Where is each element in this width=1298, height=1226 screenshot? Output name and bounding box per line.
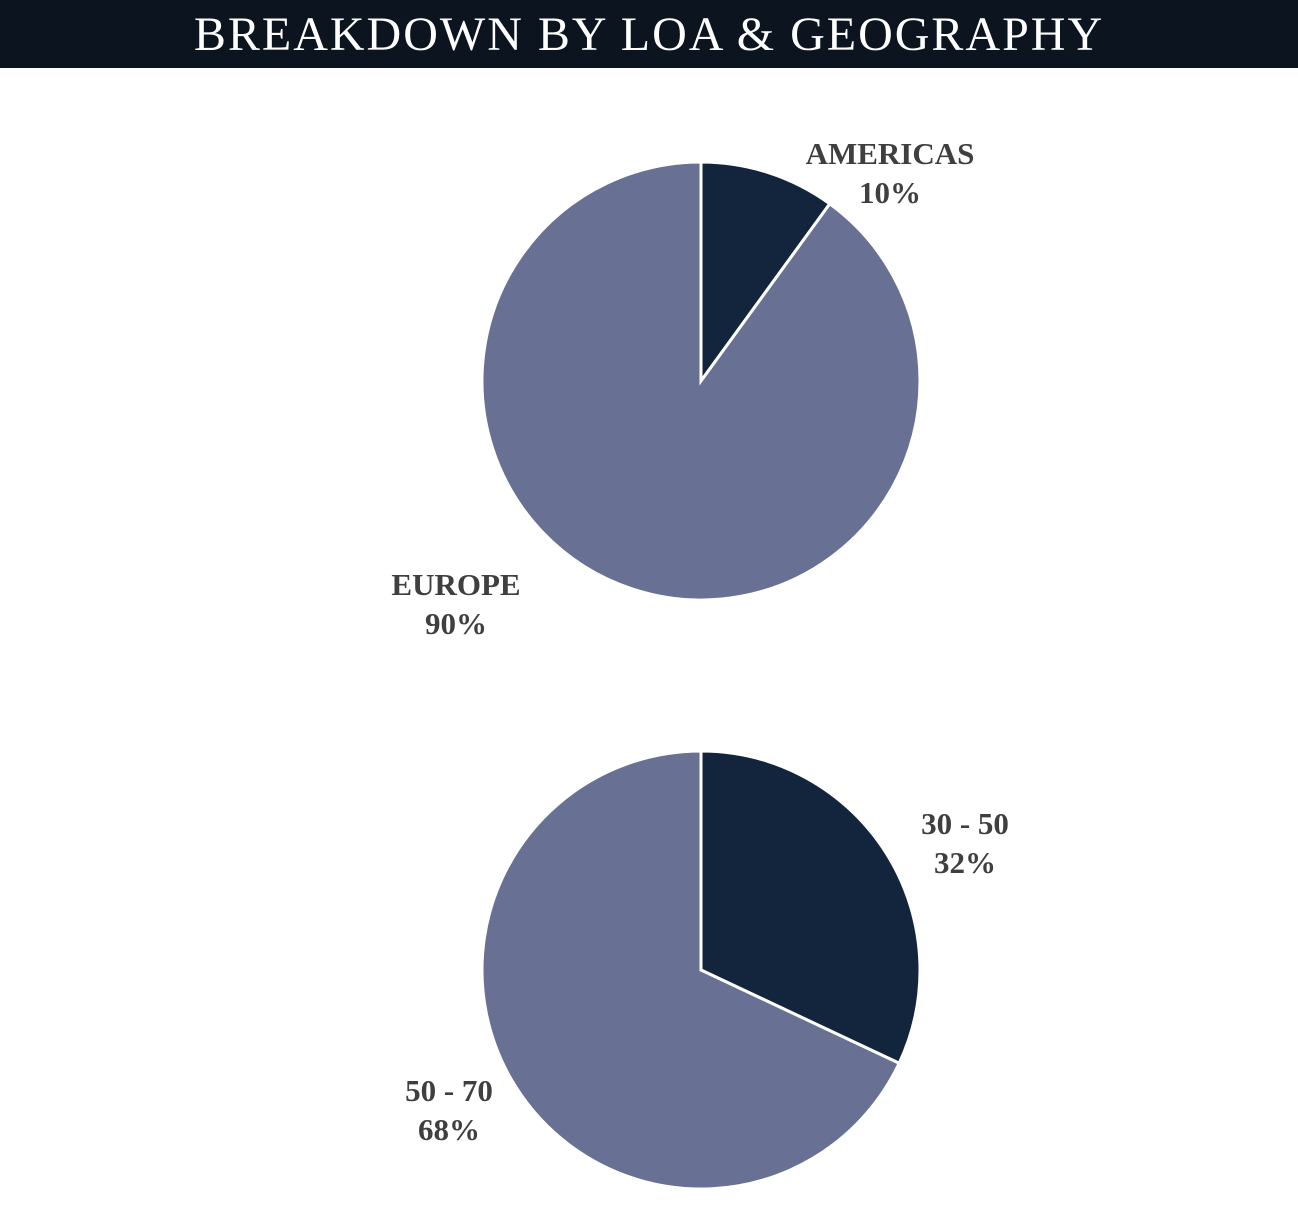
- pie-slice-30-50: [699, 749, 922, 1066]
- pie-slice-europe: [480, 160, 922, 602]
- slice-label-americas: AMERICAS: [806, 136, 975, 171]
- header-bar: BREAKDOWN BY LOA & GEOGRAPHY: [0, 0, 1298, 68]
- page-title: BREAKDOWN BY LOA & GEOGRAPHY: [193, 8, 1105, 61]
- slice-label-europe: EUROPE: [391, 567, 520, 602]
- slice-label-30-50: 30 - 50: [921, 806, 1009, 841]
- pie-slice-50-70: [480, 749, 902, 1191]
- slice-percent-30-50: 32%: [934, 845, 996, 880]
- loa-pie-chart: 30 - 50 32% 50 - 70 68%: [405, 749, 1009, 1191]
- pie-slice-americas: [699, 160, 832, 386]
- slice-percent-europe: 90%: [425, 606, 487, 641]
- slice-label-50-70: 50 - 70: [405, 1073, 493, 1108]
- slice-percent-50-70: 68%: [418, 1112, 480, 1147]
- geography-pie-chart: AMERICAS 10% EUROPE 90%: [391, 136, 974, 641]
- slice-percent-americas: 10%: [859, 175, 921, 210]
